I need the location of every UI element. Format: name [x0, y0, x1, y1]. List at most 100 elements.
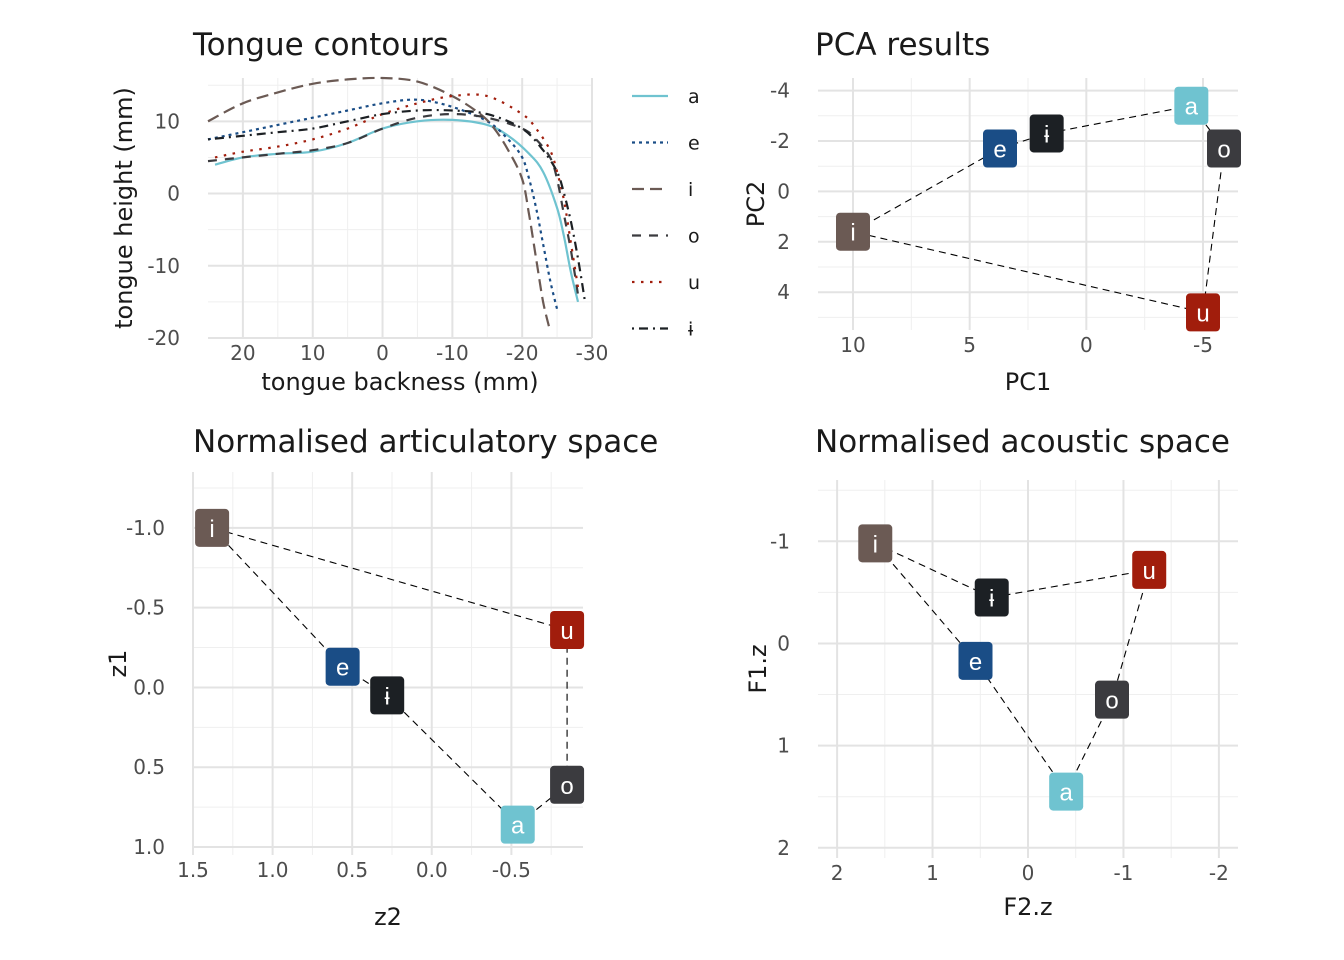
y-axis-title: z1 — [104, 650, 132, 678]
x-tick-label: -1 — [1113, 861, 1133, 885]
vowel-label-box-ɨ — [974, 578, 1009, 617]
y-axis-title: F1.z — [744, 644, 772, 693]
vowel-label-u: u — [1143, 558, 1156, 585]
x-tick-label: 0 — [376, 341, 389, 365]
vowel-label-ɨ: ɨ — [989, 585, 995, 612]
connection-line — [1046, 105, 1192, 134]
series-line-u — [214, 93, 580, 288]
series-line-o — [207, 112, 580, 295]
y-tick-label: -2 — [770, 129, 790, 153]
x-tick-label: 0 — [1080, 333, 1093, 357]
vowel-label-box-a — [500, 805, 535, 844]
x-tick-label: 0.5 — [336, 858, 368, 882]
vowel-label-a: a — [1185, 94, 1199, 121]
x-tick-label: -5 — [1193, 333, 1213, 357]
x-tick-label: -2 — [1209, 861, 1229, 885]
vowel-label-o: o — [1217, 137, 1230, 164]
x-tick-label: 1 — [926, 861, 939, 885]
x-tick-label: -10 — [436, 341, 469, 365]
vowel-label-a: a — [511, 813, 525, 840]
y-tick-label: 0 — [167, 182, 180, 206]
y-tick-label: -1 — [770, 529, 790, 553]
x-axis-title: tongue backness (mm) — [261, 368, 538, 396]
vowel-label-box-e — [958, 641, 993, 680]
series-group — [207, 76, 587, 332]
vowel-label-box-u — [550, 610, 585, 649]
vowel-label-o: o — [560, 773, 573, 800]
connection-line — [1111, 569, 1150, 700]
x-tick-label: 1.5 — [177, 858, 209, 882]
y-tick-label: 2 — [777, 836, 790, 860]
panel-title: Tongue contours — [192, 27, 449, 63]
y-tick-label: 1 — [777, 734, 790, 758]
vowel-label-e: e — [993, 137, 1006, 164]
vowel-label-box-i — [836, 212, 870, 251]
x-tick-label: 5 — [963, 333, 976, 357]
vowel-label-i: i — [873, 531, 878, 558]
connection-line — [1190, 105, 1225, 149]
connection-line — [991, 569, 1150, 599]
y-tick-label: 0.5 — [133, 755, 165, 779]
y-tick-label: 0 — [777, 179, 790, 203]
panel-title: Normalised acoustic space — [815, 424, 1230, 460]
connection-line — [852, 148, 1001, 233]
panel-title: PCA results — [815, 27, 990, 63]
y-tick-label: -1.0 — [126, 516, 165, 540]
connection-line — [1202, 148, 1225, 313]
connection-line — [211, 527, 344, 668]
vowel-label-box-a — [1174, 86, 1209, 125]
y-tick-label: -0.5 — [126, 596, 165, 620]
vowel-label-box-u — [1186, 293, 1220, 332]
x-tick-label: 20 — [230, 341, 255, 365]
x-axis-title: z2 — [374, 903, 402, 931]
series-line-ɨ — [207, 108, 587, 303]
connection-line — [975, 660, 1067, 792]
y-tick-label: -20 — [147, 326, 180, 350]
connection-line — [386, 695, 519, 826]
vowel-label-i: i — [209, 516, 214, 543]
x-tick-label: 1.0 — [257, 858, 289, 882]
y-axis-title: PC2 — [742, 181, 770, 228]
vowel-label-box-i — [858, 524, 893, 563]
y-tick-label: 4 — [777, 280, 790, 304]
series-line-e — [207, 98, 559, 310]
vowel-label-a: a — [1060, 780, 1074, 807]
x-tick-label: -20 — [506, 341, 539, 365]
connection-line — [342, 666, 388, 696]
y-axis-title: tongue height (mm) — [110, 87, 138, 329]
x-axis-title: F2.z — [1003, 893, 1052, 921]
panel-3: 2 1 0 -1 -2 -1 0 1 2 Normalised acoustic space F2.… — [744, 424, 1238, 921]
vowel-label-box-i — [195, 508, 230, 547]
legend-label-o: o — [688, 226, 700, 248]
panel-title: Normalised articulatory space — [193, 424, 658, 460]
x-axis-title: PC1 — [1005, 368, 1052, 396]
vowel-label-u: u — [1196, 300, 1209, 327]
vowel-label-u: u — [560, 618, 573, 645]
vowel-label-box-u — [1132, 550, 1167, 589]
legend-label-ɨ: ɨ — [688, 319, 694, 341]
series-line-i — [207, 76, 552, 332]
vowel-label-e: e — [969, 649, 982, 676]
legend-label-u: u — [688, 272, 700, 294]
vowel-label-box-e — [325, 647, 360, 686]
vowel-label-box-a — [1049, 772, 1084, 811]
y-tick-label: 10 — [155, 109, 180, 133]
y-tick-label: -4 — [770, 79, 790, 103]
x-tick-label: 0 — [1022, 861, 1035, 885]
x-tick-label: 0.0 — [416, 858, 448, 882]
y-tick-label: 2 — [777, 230, 790, 254]
y-tick-label: 0.0 — [133, 675, 165, 699]
y-tick-label: 0 — [777, 631, 790, 655]
panel-1: 10 5 0 -5 -4 -2 0 2 4 PCA results PC1 PC2 a e i o u ɨ — [742, 27, 1241, 396]
vowel-label-ɨ: ɨ — [385, 683, 391, 710]
y-tick-label: -10 — [147, 254, 180, 278]
vowel-label-box-ɨ — [1029, 114, 1064, 153]
x-tick-label: 10 — [300, 341, 325, 365]
vowel-label-box-ɨ — [370, 676, 405, 715]
x-tick-label: -0.5 — [492, 858, 531, 882]
legend-label-a: a — [688, 86, 700, 108]
y-tick-label: 1.0 — [133, 835, 165, 859]
vowel-label-box-e — [983, 129, 1017, 168]
vowel-label-box-o — [1207, 129, 1241, 168]
